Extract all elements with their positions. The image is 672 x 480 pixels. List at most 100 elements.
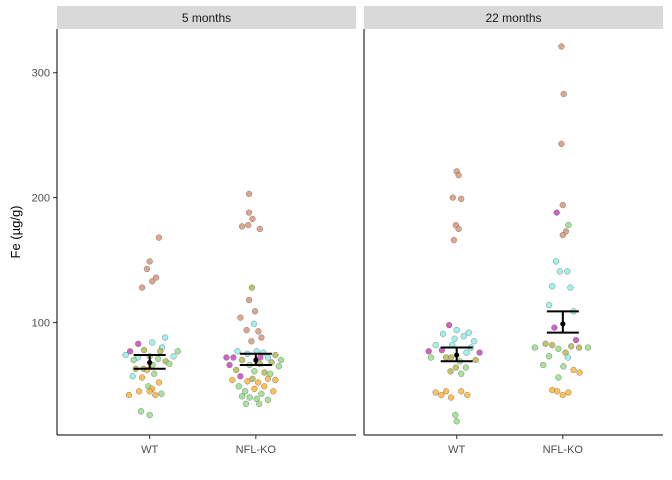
data-point [129, 373, 136, 380]
data-point [465, 329, 472, 336]
data-point [122, 351, 129, 359]
x-tick-label: NFL-KO [236, 444, 277, 456]
data-point [226, 361, 233, 369]
data-point [149, 278, 156, 285]
data-point [455, 172, 462, 179]
data-point [450, 236, 458, 244]
y-tick-label: 300 [32, 68, 50, 80]
data-point [149, 339, 156, 346]
data-point [554, 388, 561, 395]
data-point [235, 383, 242, 390]
data-point [264, 375, 272, 382]
data-point [238, 356, 246, 364]
facet-strip-label: 22 months [485, 11, 541, 25]
data-point [138, 284, 146, 291]
data-point [250, 320, 258, 327]
data-point [555, 345, 562, 352]
data-point [135, 340, 142, 347]
data-point [584, 344, 592, 351]
data-point [560, 90, 567, 98]
data-point [445, 321, 453, 329]
data-point [135, 388, 143, 395]
data-point [540, 361, 547, 369]
data-points [425, 43, 592, 425]
data-point [272, 351, 279, 359]
data-point [151, 370, 158, 377]
data-point [256, 400, 263, 407]
data-point [238, 393, 246, 400]
facet-panel-2: 22 months WT NFL-KO [363, 6, 663, 456]
data-point [551, 324, 558, 331]
data-point [126, 348, 134, 355]
data-point [157, 348, 164, 355]
y-tick-label: 100 [32, 318, 50, 330]
data-point [564, 268, 571, 275]
data-point [254, 379, 262, 386]
data-point [545, 301, 553, 309]
data-point [146, 411, 153, 419]
data-point [552, 258, 560, 265]
data-point [243, 326, 250, 334]
data-point [166, 360, 173, 367]
data-point [230, 354, 237, 361]
data-point [251, 368, 258, 375]
data-point [432, 341, 439, 349]
data-point [470, 338, 478, 345]
data-point [447, 368, 454, 375]
data-point [146, 258, 153, 265]
data-point [451, 335, 458, 342]
data-point [251, 308, 259, 315]
data-point [245, 296, 253, 304]
mean-point [253, 357, 259, 363]
data-point [458, 388, 465, 395]
data-point [575, 344, 583, 351]
data-point [439, 330, 447, 337]
data-point [277, 356, 285, 364]
data-point [137, 408, 145, 415]
y-tick-label: 200 [32, 193, 50, 205]
error-bar [133, 354, 166, 370]
data-point [476, 349, 483, 356]
data-point [242, 400, 250, 407]
data-point [255, 328, 262, 335]
data-point [568, 343, 575, 350]
data-point [545, 353, 553, 360]
data-point [125, 391, 133, 399]
data-point [251, 385, 258, 392]
data-point [242, 388, 249, 395]
data-point [237, 314, 244, 321]
data-point [455, 225, 462, 233]
data-point [452, 411, 459, 419]
data-point [130, 356, 137, 364]
data-point [442, 388, 450, 395]
data-point [460, 333, 467, 340]
data-point [558, 43, 565, 50]
data-point [452, 364, 460, 371]
data-point [140, 346, 148, 354]
data-point [238, 223, 246, 230]
data-point [261, 383, 268, 390]
data-point [223, 354, 230, 361]
data-point [458, 195, 465, 203]
data-point [233, 366, 240, 374]
x-tick-label: NFL-KO [543, 444, 584, 456]
data-point [246, 394, 253, 401]
data-point [458, 370, 465, 377]
data-point [438, 391, 445, 399]
data-point [447, 354, 455, 361]
error-bar [546, 310, 579, 334]
data-point [244, 378, 251, 385]
data-point [453, 326, 460, 334]
data-point [464, 391, 471, 399]
data-point [152, 274, 160, 281]
data-point [272, 376, 279, 384]
data-point [261, 369, 268, 376]
data-point [559, 391, 566, 399]
data-point [559, 231, 566, 239]
data-point [146, 388, 153, 395]
data-point [245, 190, 253, 198]
data-point [427, 354, 435, 361]
data-point [229, 376, 236, 384]
mean-point [454, 352, 460, 358]
data-point [253, 395, 260, 402]
